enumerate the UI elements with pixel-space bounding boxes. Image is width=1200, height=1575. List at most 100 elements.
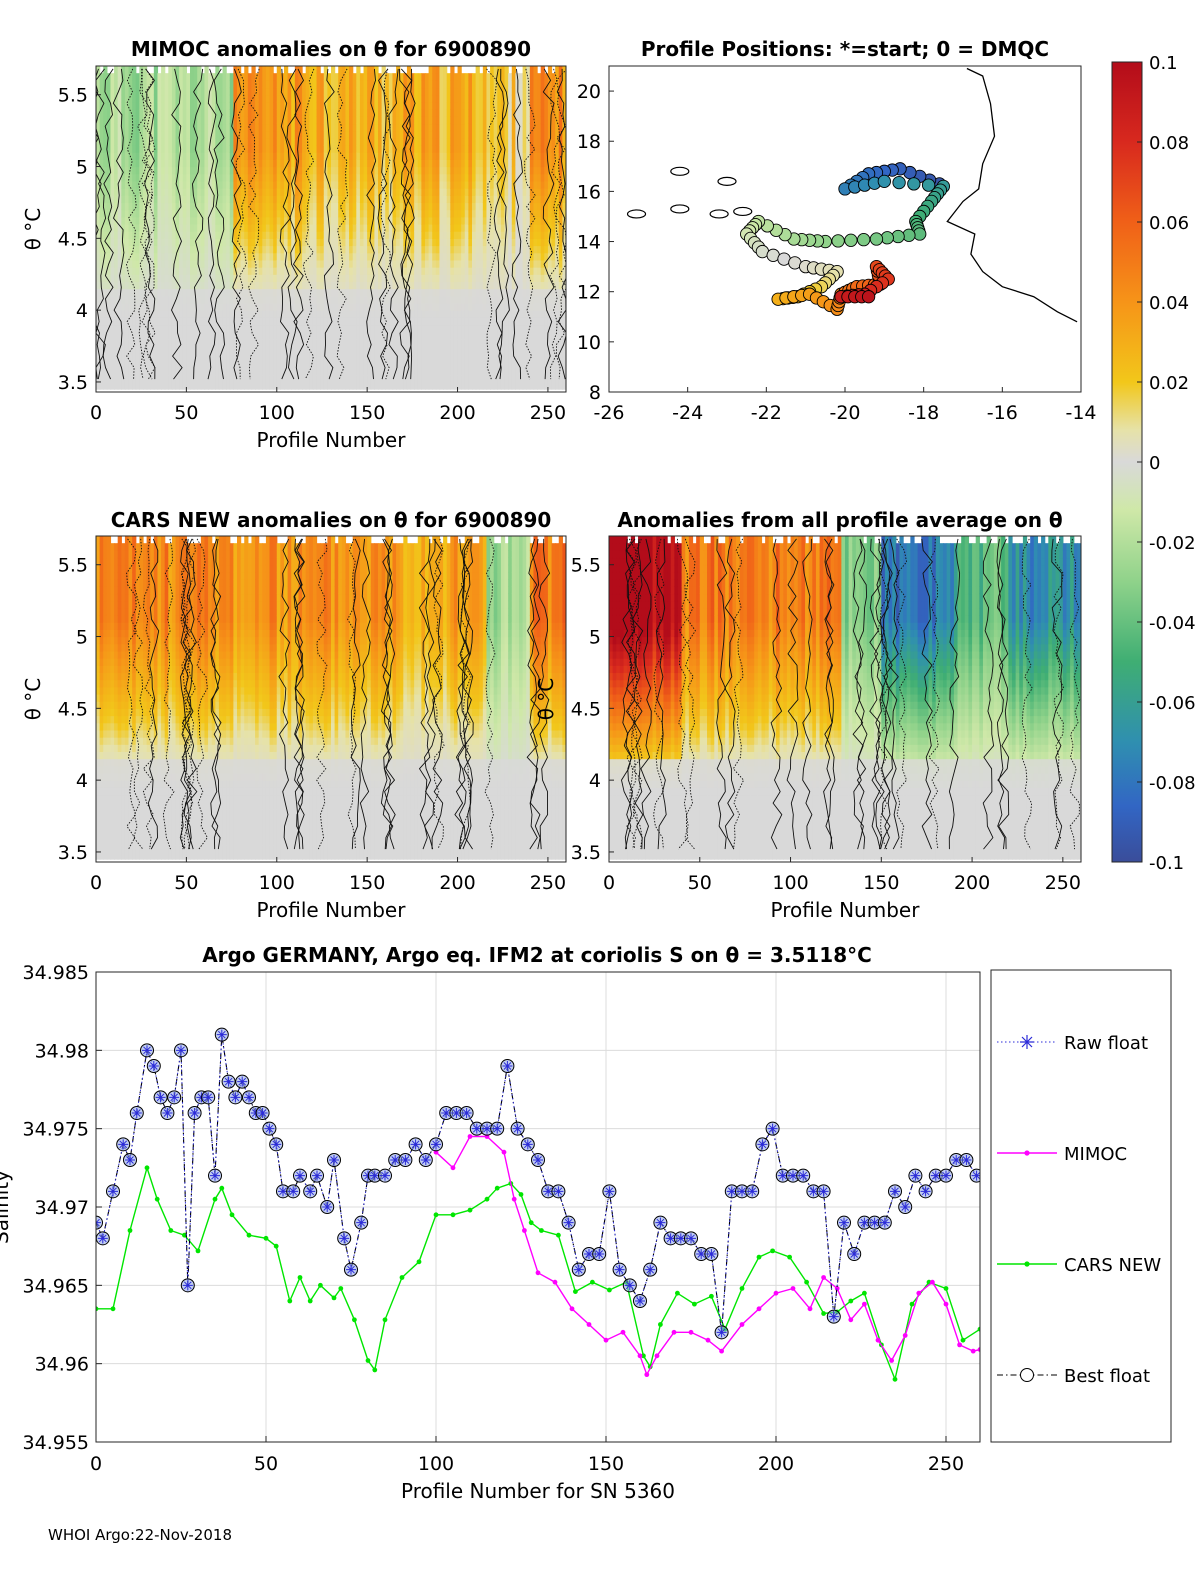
heatmap-cell xyxy=(453,338,459,347)
heatmap-cell xyxy=(312,353,318,362)
heatmap-cell xyxy=(99,374,104,383)
heatmap-cell xyxy=(432,180,437,189)
heatmap-cell xyxy=(218,259,224,268)
heatmap-cell xyxy=(247,123,253,132)
heatmap-cell xyxy=(171,367,177,376)
heatmap-cell xyxy=(269,94,274,103)
heatmap-cell xyxy=(237,152,242,160)
heatmap-cell xyxy=(200,137,206,146)
heatmap-cell xyxy=(352,130,357,139)
heatmap-cell xyxy=(356,209,361,218)
heatmap-cell xyxy=(128,209,133,218)
heatmap-cell xyxy=(500,374,506,383)
heatmap-cell xyxy=(378,231,383,239)
heatmap-cell xyxy=(396,73,401,81)
heatmap-cell xyxy=(370,338,375,347)
heatmap-cell xyxy=(320,152,325,160)
heatmap-cell xyxy=(124,66,130,74)
heatmap-cell xyxy=(114,245,119,254)
heatmap-cell xyxy=(121,360,126,369)
heatmap-cell xyxy=(161,152,166,160)
heatmap-cell xyxy=(457,288,462,297)
heatmap-cell xyxy=(392,73,397,81)
heatmap-cell xyxy=(439,152,444,160)
heatmap-cell xyxy=(215,295,220,304)
heatmap-cell xyxy=(276,152,281,160)
heatmap-cell xyxy=(237,223,242,232)
heatmap-cell xyxy=(229,80,234,89)
heatmap-cell xyxy=(146,202,151,211)
heatmap-cell xyxy=(265,195,271,204)
heatmap-cell xyxy=(179,274,184,283)
heatmap-cell xyxy=(157,137,162,146)
heatmap-cell xyxy=(215,166,220,175)
heatmap-cell xyxy=(435,180,441,189)
heatmap-cell xyxy=(309,267,314,275)
heatmap-cell xyxy=(99,317,104,326)
heatmap-cell xyxy=(378,346,383,354)
heatmap-cell xyxy=(392,360,397,369)
heatmap-cell xyxy=(327,101,332,110)
heatmap-cell xyxy=(352,331,357,340)
heatmap-cell xyxy=(428,317,433,326)
heatmap-cell xyxy=(323,317,328,326)
heatmap-cell xyxy=(135,310,140,318)
heatmap-cell xyxy=(157,360,162,369)
heatmap-cell xyxy=(312,94,318,103)
heatmap-cell xyxy=(269,324,274,333)
heatmap-cell xyxy=(381,259,386,268)
heatmap-cell xyxy=(175,94,180,103)
heatmap-cell xyxy=(171,281,177,290)
heatmap-cell xyxy=(258,101,263,110)
heatmap-cell xyxy=(153,188,159,196)
heatmap-cell xyxy=(468,159,473,168)
heatmap-cell xyxy=(96,274,101,283)
heatmap-cell xyxy=(99,288,104,297)
heatmap-cell xyxy=(450,360,455,369)
heatmap-cell xyxy=(417,360,422,369)
heatmap-cell xyxy=(157,173,162,182)
heatmap-cell xyxy=(414,295,419,304)
heatmap-cell xyxy=(106,267,112,275)
heatmap-cell xyxy=(168,360,173,369)
heatmap-cell xyxy=(121,173,126,182)
heatmap-cell xyxy=(312,180,318,189)
heatmap-cell xyxy=(146,173,151,182)
heatmap-cell xyxy=(403,130,408,139)
heatmap-cell xyxy=(204,281,209,290)
heatmap-cell xyxy=(443,310,448,318)
heatmap-cell xyxy=(121,353,126,362)
heatmap-cell xyxy=(96,245,101,254)
heatmap-cell xyxy=(349,310,354,318)
heatmap-cell xyxy=(143,374,148,383)
heatmap-cell xyxy=(482,324,488,333)
heatmap-cell xyxy=(294,137,300,146)
heatmap-cell xyxy=(179,338,184,347)
heatmap-cell xyxy=(222,281,227,290)
heatmap-cell xyxy=(403,137,408,146)
heatmap-cell xyxy=(414,195,419,204)
heatmap-cell xyxy=(135,166,140,175)
heatmap-cell xyxy=(461,238,466,247)
heatmap-cell xyxy=(414,216,419,225)
heatmap-cell xyxy=(229,295,234,304)
heatmap-cell xyxy=(352,245,357,254)
heatmap-cell xyxy=(233,202,238,211)
heatmap-cell xyxy=(352,116,357,125)
heatmap-cell xyxy=(96,109,101,117)
heatmap-cell xyxy=(312,152,318,160)
heatmap-cell xyxy=(457,80,462,89)
heatmap-cell xyxy=(486,137,491,146)
heatmap-cell xyxy=(143,302,148,311)
heatmap-cell xyxy=(443,166,448,175)
heatmap-cell xyxy=(406,331,412,340)
heatmap-cell xyxy=(161,374,166,383)
heatmap-cell xyxy=(312,144,318,153)
heatmap-cell xyxy=(378,353,383,362)
heatmap-cell xyxy=(316,259,321,268)
heatmap-cell xyxy=(475,195,480,204)
heatmap-cell xyxy=(302,367,307,376)
heatmap-cell xyxy=(331,166,336,175)
heatmap-cell xyxy=(265,109,271,117)
heatmap-cell xyxy=(229,259,234,268)
